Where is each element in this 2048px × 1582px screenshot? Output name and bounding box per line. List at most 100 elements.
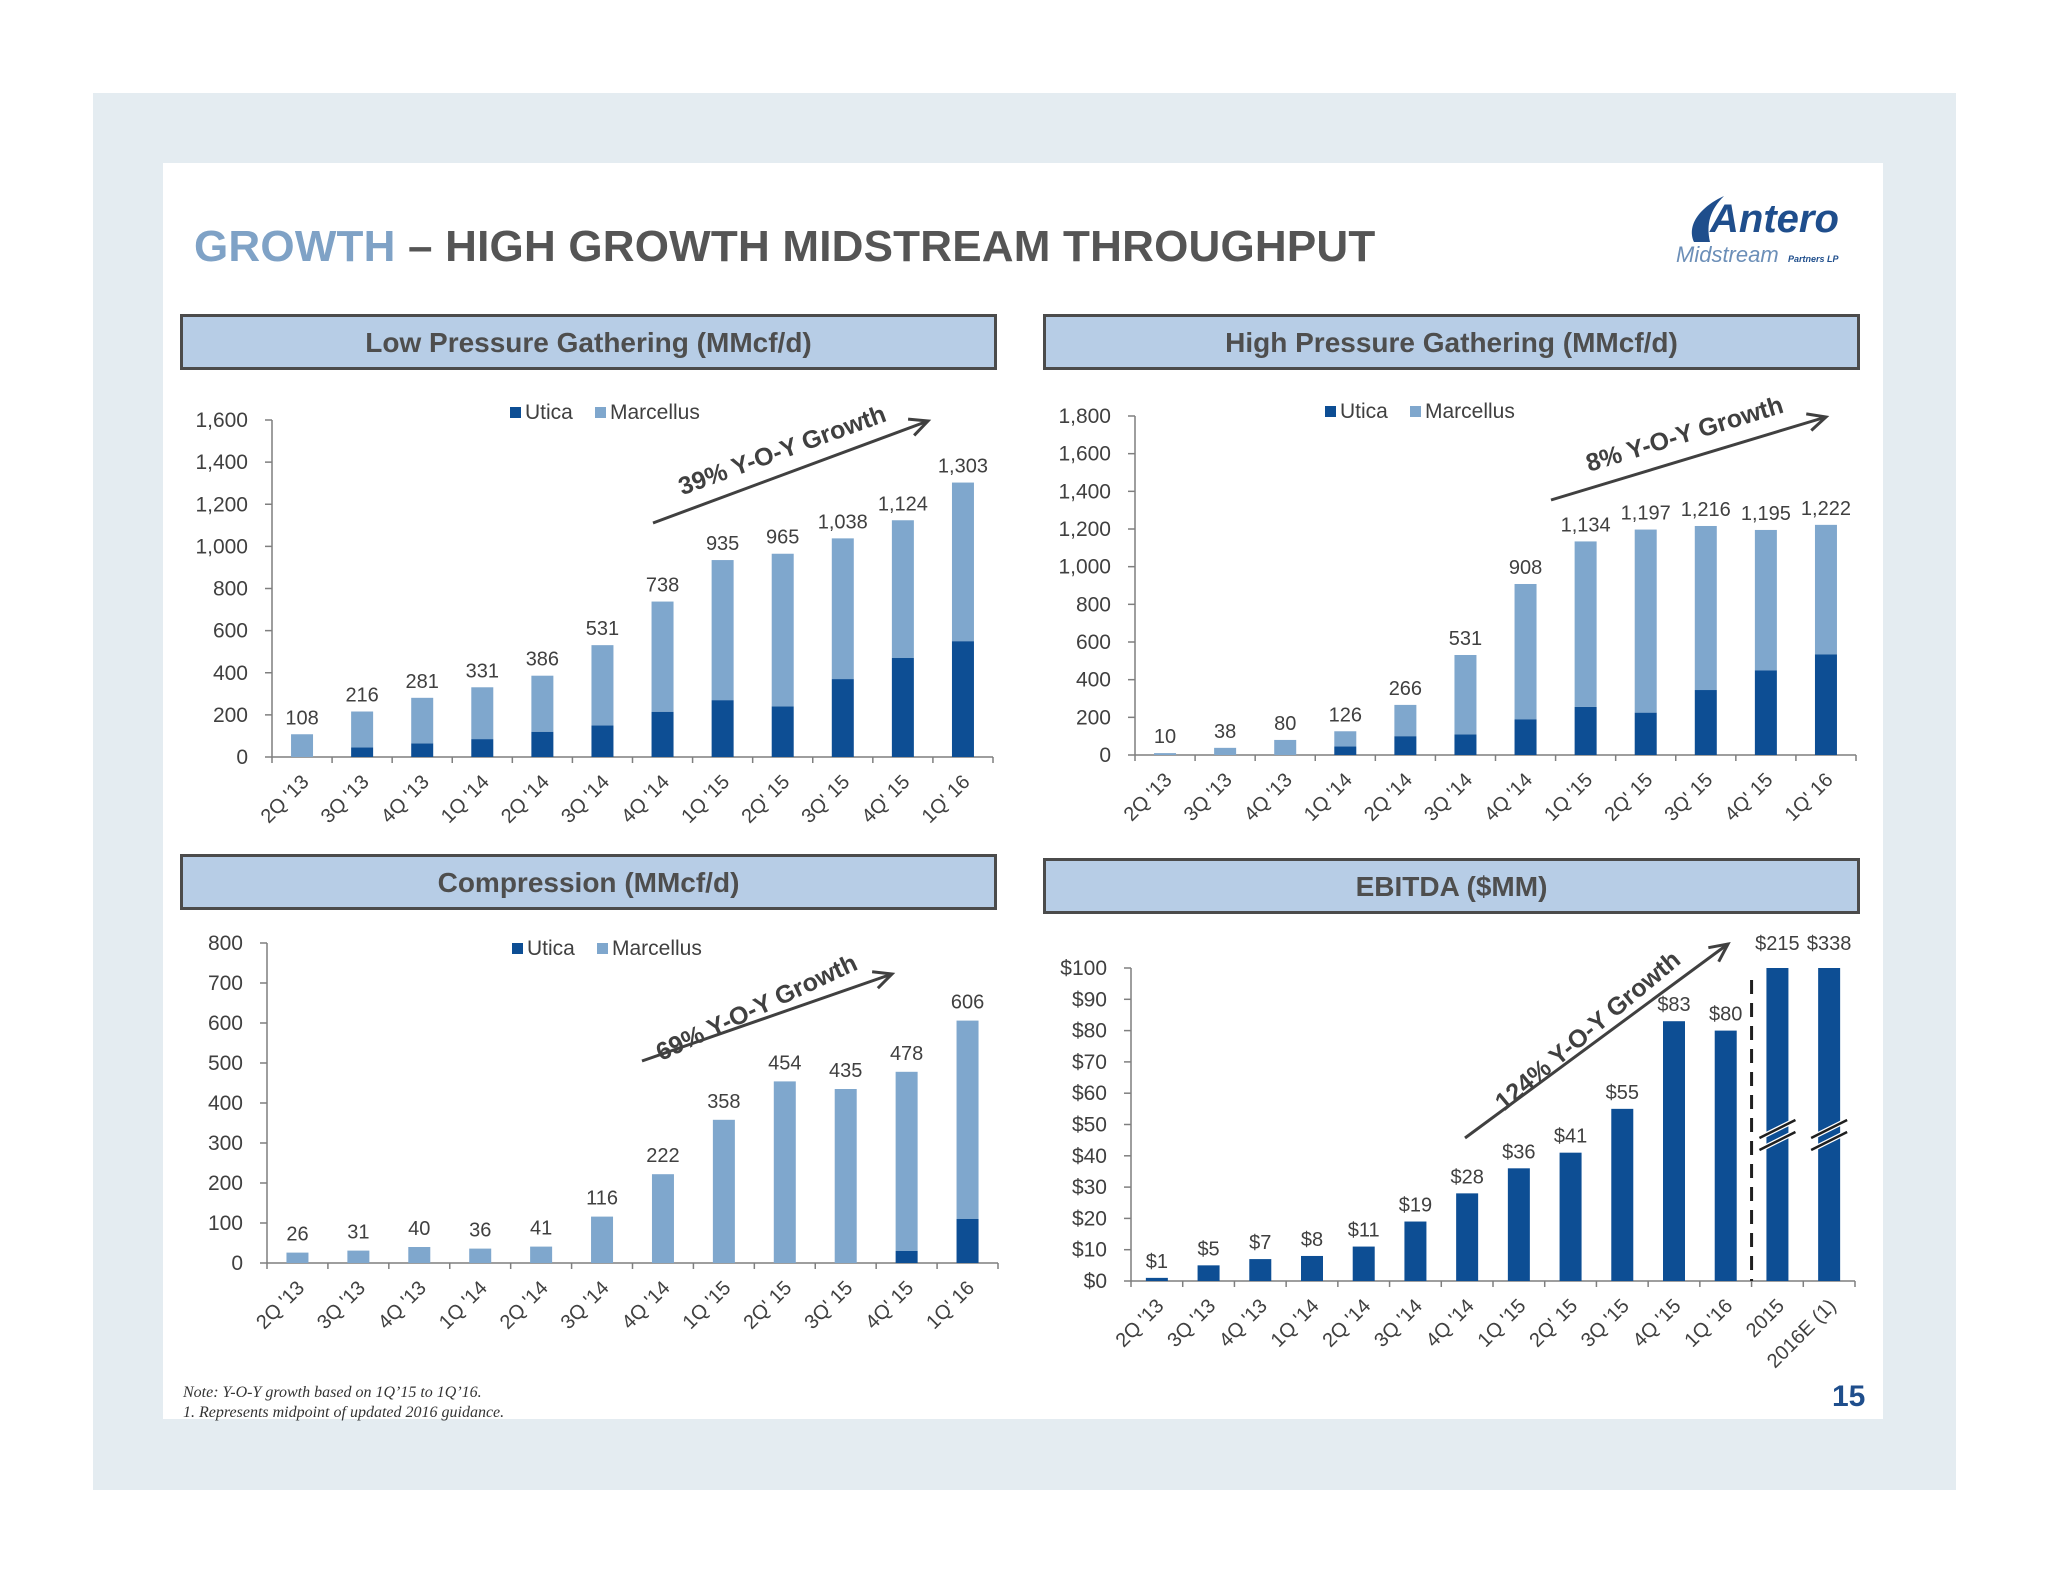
bar-marcellus [1334, 731, 1357, 747]
data-label: 40 [408, 1218, 430, 1240]
bar-marcellus [471, 687, 494, 740]
bar-utica [771, 706, 794, 757]
y-tick-label: 1,200 [195, 493, 248, 516]
bar-ebitda [1507, 1168, 1530, 1281]
bar-utica [831, 679, 854, 757]
data-label: 26 [286, 1224, 308, 1246]
legend-utica-swatch [1325, 406, 1336, 417]
bar-marcellus [1514, 583, 1537, 720]
data-label: $1 [1146, 1251, 1168, 1273]
bar-marcellus [895, 1071, 918, 1251]
bar-marcellus [1814, 524, 1837, 655]
legend-marcellus-swatch [597, 943, 608, 954]
x-tick-label: 2Q' 15 [737, 771, 794, 828]
bar-marcellus [591, 645, 614, 726]
bar-marcellus [469, 1248, 492, 1263]
data-label: 31 [347, 1222, 369, 1244]
x-tick-label: 4Q' 15 [1721, 769, 1778, 826]
bar-ebitda [1404, 1221, 1427, 1281]
x-tick-label: 3Q '13 [1180, 769, 1237, 826]
bar-marcellus [408, 1247, 431, 1263]
x-tick-label: 2Q '13 [1112, 1295, 1169, 1352]
lp-chart-header: Low Pressure Gathering (MMcf/d) [180, 314, 997, 370]
bar-marcellus [531, 675, 554, 732]
y-tick-label: 1,200 [1058, 518, 1111, 541]
x-tick-label: 2Q' 15 [1525, 1295, 1582, 1352]
cp-chart-header: Compression (MMcf/d) [180, 854, 997, 910]
y-tick-label: 300 [208, 1132, 243, 1155]
data-label: $5 [1197, 1238, 1219, 1260]
bar-marcellus [651, 601, 674, 712]
x-tick-label: 3Q' 15 [1661, 769, 1718, 826]
y-tick-label: 600 [208, 1012, 243, 1035]
data-label: 435 [829, 1060, 862, 1082]
data-label: 41 [530, 1218, 552, 1240]
growth-label: 8% Y-O-Y Growth [1583, 391, 1787, 478]
x-tick-label: 4Q' 15 [861, 1277, 918, 1334]
x-tick-label: 3Q '14 [1420, 769, 1477, 826]
data-label: 116 [586, 1188, 618, 1210]
page-number: 15 [1832, 1380, 1866, 1413]
bar-marcellus [834, 1089, 857, 1263]
x-tick-label: 2Q '14 [1360, 769, 1417, 826]
data-label: 80 [1274, 713, 1296, 735]
x-tick-label: 3Q '13 [317, 771, 374, 828]
bar-marcellus [1694, 525, 1717, 691]
bar-marcellus [831, 538, 854, 680]
data-label: 1,195 [1741, 503, 1791, 525]
bar-utica [891, 658, 914, 757]
data-label: 1,124 [878, 493, 928, 515]
data-label: $41 [1554, 1126, 1587, 1148]
x-tick-label: 3Q' 15 [800, 1277, 857, 1334]
footnote: Note: Y-O-Y growth based on 1Q’15 to 1Q’… [183, 1383, 504, 1423]
y-tick-label: 200 [213, 704, 248, 727]
title-accent: GROWTH [194, 222, 396, 271]
y-tick-label: 400 [213, 662, 248, 685]
bar-ebitda [1301, 1255, 1323, 1281]
data-label: 478 [890, 1043, 923, 1065]
bar-marcellus [1394, 704, 1417, 737]
bar-marcellus [347, 1250, 370, 1263]
x-tick-label: 1Q' 16 [1781, 769, 1838, 826]
x-tick-label: 4Q '14 [617, 771, 674, 828]
growth-arrow-head-icon [871, 970, 896, 990]
growth-arrow-head-icon [907, 417, 932, 437]
bar-utica [1454, 734, 1477, 755]
bar-marcellus [891, 520, 914, 659]
data-label: 1,216 [1681, 499, 1731, 521]
data-label: 1,222 [1801, 498, 1851, 520]
bar-ebitda [1352, 1246, 1375, 1281]
bar-marcellus [651, 1174, 674, 1263]
x-tick-label: 4Q '13 [377, 771, 434, 828]
bar-ebitda [1197, 1265, 1220, 1281]
x-tick-label: 1Q' 16 [918, 771, 975, 828]
antero-logo: Antero Midstream Partners LP [1676, 196, 1840, 267]
y-tick-label: 200 [1076, 706, 1111, 729]
logo-partners: Partners LP [1788, 254, 1840, 264]
bar-utica [711, 700, 734, 757]
axis-break-mark [1810, 1118, 1848, 1140]
lp-chart: 0 200 400 600 800 1,000 1,200 1,400 1,600 108 2Q '… [195, 400, 994, 828]
x-tick-label: 4Q '15 [1629, 1295, 1686, 1352]
x-tick-label: 1Q '15 [677, 771, 734, 828]
bar-ebitda [1818, 968, 1841, 1281]
y-tick-label: 1,400 [195, 451, 248, 474]
bar-marcellus [1754, 529, 1777, 671]
data-label: $19 [1399, 1195, 1432, 1217]
bar-marcellus [291, 734, 314, 757]
y-tick-label: 700 [208, 972, 243, 995]
logo-word: Antero [1709, 197, 1839, 241]
y-tick-label: $70 [1072, 1051, 1107, 1074]
growth-label: 69% Y-O-Y Growth [652, 949, 862, 1067]
bar-ebitda [1249, 1259, 1272, 1281]
bar-marcellus [711, 560, 734, 701]
y-tick-label: $20 [1072, 1207, 1107, 1230]
bar-ebitda [1145, 1277, 1168, 1281]
legend-utica-label: Utica [1340, 400, 1388, 423]
x-tick-label: 1Q '14 [435, 1277, 492, 1334]
data-label: 531 [1449, 628, 1482, 650]
x-tick-label: 1Q '16 [1680, 1295, 1737, 1352]
footnote-line-2: 1. Represents midpoint of updated 2016 g… [183, 1404, 505, 1421]
x-tick-label: 1Q' 16 [922, 1277, 979, 1334]
bar-utica [411, 743, 434, 757]
